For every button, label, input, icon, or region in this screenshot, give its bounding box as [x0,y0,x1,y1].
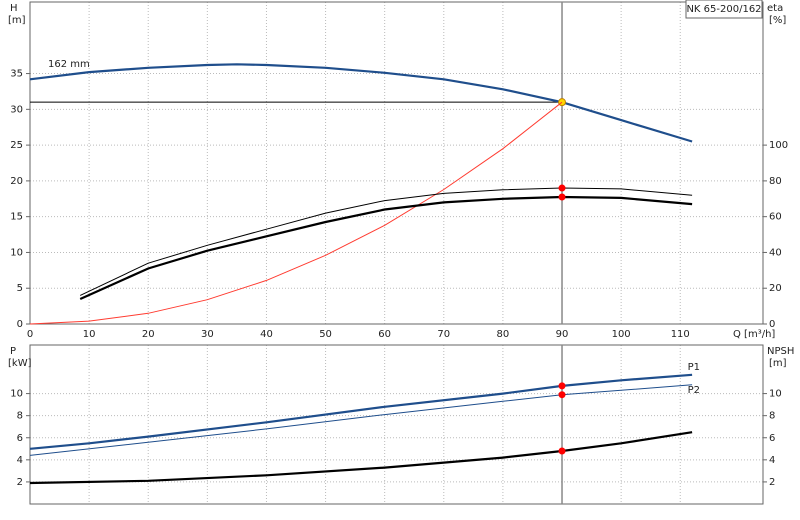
plot-frame [29,344,764,505]
y2-tick-label: 100 [769,140,788,151]
y-tick-label: 15 [10,212,23,223]
curve [29,101,563,325]
x-tick-label: 60 [378,329,391,340]
y-tick-label: 2 [17,477,23,488]
y-tick-label: 0 [17,319,23,330]
y-tick-label: 25 [10,140,23,151]
duty-point [558,184,566,192]
y-axis-label: P [10,346,16,357]
y2-axis-unit: [m] [769,358,787,369]
y-axis-unit: [kW] [8,358,32,369]
y-tick-label: 8 [17,411,23,422]
curve [79,195,693,301]
x-tick-label: 0 [27,329,33,340]
y-tick-label: 20 [10,176,23,187]
y2-tick-label: 80 [769,176,782,187]
x-tick-label: 110 [671,329,690,340]
x-axis-label: Q [m³/h] [733,329,775,340]
y2-tick-label: 60 [769,212,782,223]
plot-frame [29,1,764,325]
y2-axis-label: NPSH [767,346,794,357]
y2-tick-label: 40 [769,247,782,258]
y-tick-label: 35 [10,69,23,80]
curve [29,431,693,485]
y-axis-unit: [m] [8,15,26,26]
y2-tick-label: 20 [769,283,782,294]
y2-tick-label: 2 [769,477,775,488]
y2-tick-label: 0 [769,319,775,330]
series-label: P2 [688,385,700,396]
chart-title: NK 65-200/162 [686,4,761,15]
x-tick-label: 20 [142,329,155,340]
y2-axis-unit: [%] [769,15,786,26]
curve [79,187,693,296]
y2-tick-label: 8 [769,411,775,422]
y2-tick-label: 4 [769,455,775,466]
series-label: P1 [688,362,700,373]
series-label: 162 mm [48,59,90,70]
y-tick-label: 5 [17,283,23,294]
y2-axis-label: eta [767,3,783,14]
y-tick-label: 6 [17,433,23,444]
y-tick-label: 10 [10,389,23,400]
duty-point [558,382,566,390]
duty-point [558,193,566,201]
x-tick-label: 10 [83,329,96,340]
title-box [685,0,763,19]
y-tick-label: 4 [17,455,23,466]
curve [29,63,693,143]
x-tick-label: 90 [556,329,569,340]
x-tick-label: 30 [201,329,214,340]
x-tick-label: 70 [437,329,450,340]
duty-point [558,391,566,399]
curve [29,373,693,450]
y2-tick-label: 10 [769,389,782,400]
curve [29,384,693,456]
duty-point [558,447,566,455]
x-tick-label: 50 [319,329,332,340]
y-tick-label: 10 [10,247,23,258]
x-tick-label: 80 [497,329,510,340]
y-tick-label: 30 [10,104,23,115]
x-tick-label: 40 [260,329,273,340]
y2-tick-label: 6 [769,433,775,444]
y-axis-label: H [10,3,18,14]
x-tick-label: 100 [612,329,631,340]
